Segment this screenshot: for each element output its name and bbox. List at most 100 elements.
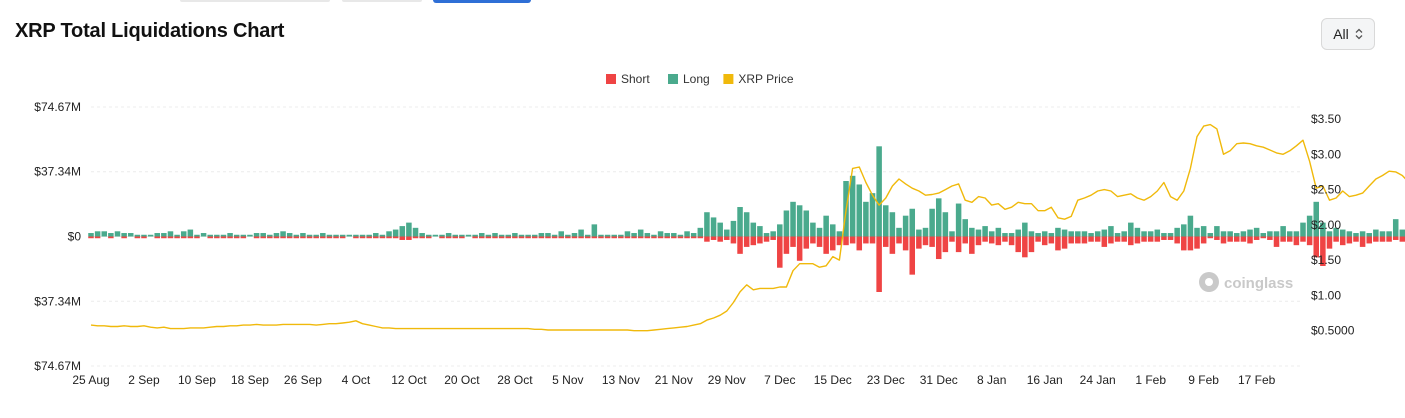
legend-swatch-long xyxy=(668,74,678,84)
short-bar xyxy=(154,236,160,239)
short-bar xyxy=(313,236,319,239)
short-bar xyxy=(134,236,141,239)
left-tick-label: $37.34M xyxy=(34,165,81,179)
long-bar xyxy=(1253,227,1260,237)
short-bar xyxy=(929,236,935,247)
long-bar xyxy=(545,233,551,237)
short-bar xyxy=(1353,236,1359,242)
x-tick-label: 1 Feb xyxy=(1135,373,1166,387)
short-bar xyxy=(1240,236,1247,242)
top-tab-2[interactable] xyxy=(342,0,422,2)
long-bar xyxy=(406,222,412,237)
x-tick-label: 13 Nov xyxy=(602,373,640,387)
short-bar xyxy=(478,236,485,239)
long-bar xyxy=(459,234,465,237)
short-bar xyxy=(267,236,273,239)
long-bar xyxy=(220,234,227,237)
range-select[interactable]: All xyxy=(1321,18,1375,50)
long-bar xyxy=(591,224,598,237)
long-bar xyxy=(717,222,723,237)
right-tick-label: $1.00 xyxy=(1311,288,1341,302)
long-bar xyxy=(174,234,180,237)
short-bar xyxy=(1392,236,1399,240)
short-bar xyxy=(836,236,843,246)
long-bar xyxy=(1267,231,1273,237)
long-bar xyxy=(1068,231,1074,237)
short-bar xyxy=(280,236,286,239)
long-bar xyxy=(624,231,631,237)
long-bar xyxy=(1022,222,1028,237)
short-bar xyxy=(962,236,968,244)
long-bar xyxy=(147,234,154,237)
short-bar xyxy=(856,236,863,251)
long-bar xyxy=(1339,229,1346,237)
short-bar xyxy=(982,236,988,242)
top-tab-1[interactable] xyxy=(180,0,330,2)
long-bar xyxy=(988,231,995,237)
page-title: XRP Total Liquidations Chart xyxy=(15,20,285,42)
long-bar xyxy=(1313,201,1320,237)
long-bar xyxy=(141,234,147,237)
short-bar xyxy=(684,236,690,239)
long-bar xyxy=(478,233,485,237)
long-bar xyxy=(399,226,406,237)
long-bar xyxy=(227,233,233,237)
long-bar xyxy=(339,234,346,237)
x-tick-label: 28 Oct xyxy=(497,373,533,387)
long-bar xyxy=(1134,227,1141,237)
short-bar xyxy=(1359,236,1366,247)
watermark-text: coinglass xyxy=(1224,275,1293,292)
short-bar xyxy=(498,236,505,239)
short-bar xyxy=(710,236,717,240)
short-bar xyxy=(889,236,896,254)
long-bar xyxy=(108,233,114,237)
long-bar xyxy=(604,234,611,237)
short-bar xyxy=(426,236,432,239)
long-bar xyxy=(810,222,816,237)
long-bar xyxy=(247,234,253,237)
long-bar xyxy=(386,231,392,237)
legend-label-long: Long xyxy=(683,72,710,86)
x-tick-label: 10 Sep xyxy=(178,373,216,387)
short-bar xyxy=(353,236,359,239)
short-bar xyxy=(724,236,730,240)
short-bar xyxy=(1366,236,1372,244)
long-bar xyxy=(88,233,94,237)
short-bar xyxy=(108,236,114,239)
short-bar xyxy=(386,236,392,239)
long-bar xyxy=(326,234,333,237)
short-bar xyxy=(379,236,386,239)
top-tab-3[interactable] xyxy=(433,0,531,3)
long-bar xyxy=(1141,231,1147,237)
x-tick-label: 4 Oct xyxy=(342,373,371,387)
long-bar xyxy=(114,231,121,237)
long-bar xyxy=(531,234,538,237)
x-axis: 25 Aug 2 Sep 10 Sep 18 Sep 26 Sep 4 Oct 12 Oct… xyxy=(72,373,1275,387)
long-bar xyxy=(260,233,266,237)
short-bar xyxy=(1227,236,1233,242)
long-bar xyxy=(790,201,796,237)
long-bar xyxy=(240,234,247,237)
long-bar xyxy=(1101,229,1108,237)
long-bar xyxy=(849,175,856,237)
long-bar xyxy=(1055,227,1061,237)
long-bar xyxy=(816,227,823,237)
long-bar xyxy=(644,233,651,237)
short-bar xyxy=(293,236,300,239)
short-bar xyxy=(757,236,763,244)
chevron-up-down-icon xyxy=(1355,28,1363,40)
long-bar xyxy=(505,234,512,237)
long-bar xyxy=(1075,231,1081,237)
long-bar xyxy=(1167,233,1174,237)
short-bar xyxy=(1141,236,1147,242)
short-bar xyxy=(174,236,180,239)
short-bar xyxy=(359,236,366,239)
long-bar xyxy=(154,233,160,237)
chart-grid xyxy=(91,106,1303,367)
long-bar xyxy=(1306,215,1313,237)
short-bar xyxy=(1075,236,1081,244)
long-bar xyxy=(214,234,220,237)
long-bar xyxy=(366,234,372,237)
long-bar xyxy=(1114,233,1121,237)
long-bar xyxy=(1300,222,1306,237)
